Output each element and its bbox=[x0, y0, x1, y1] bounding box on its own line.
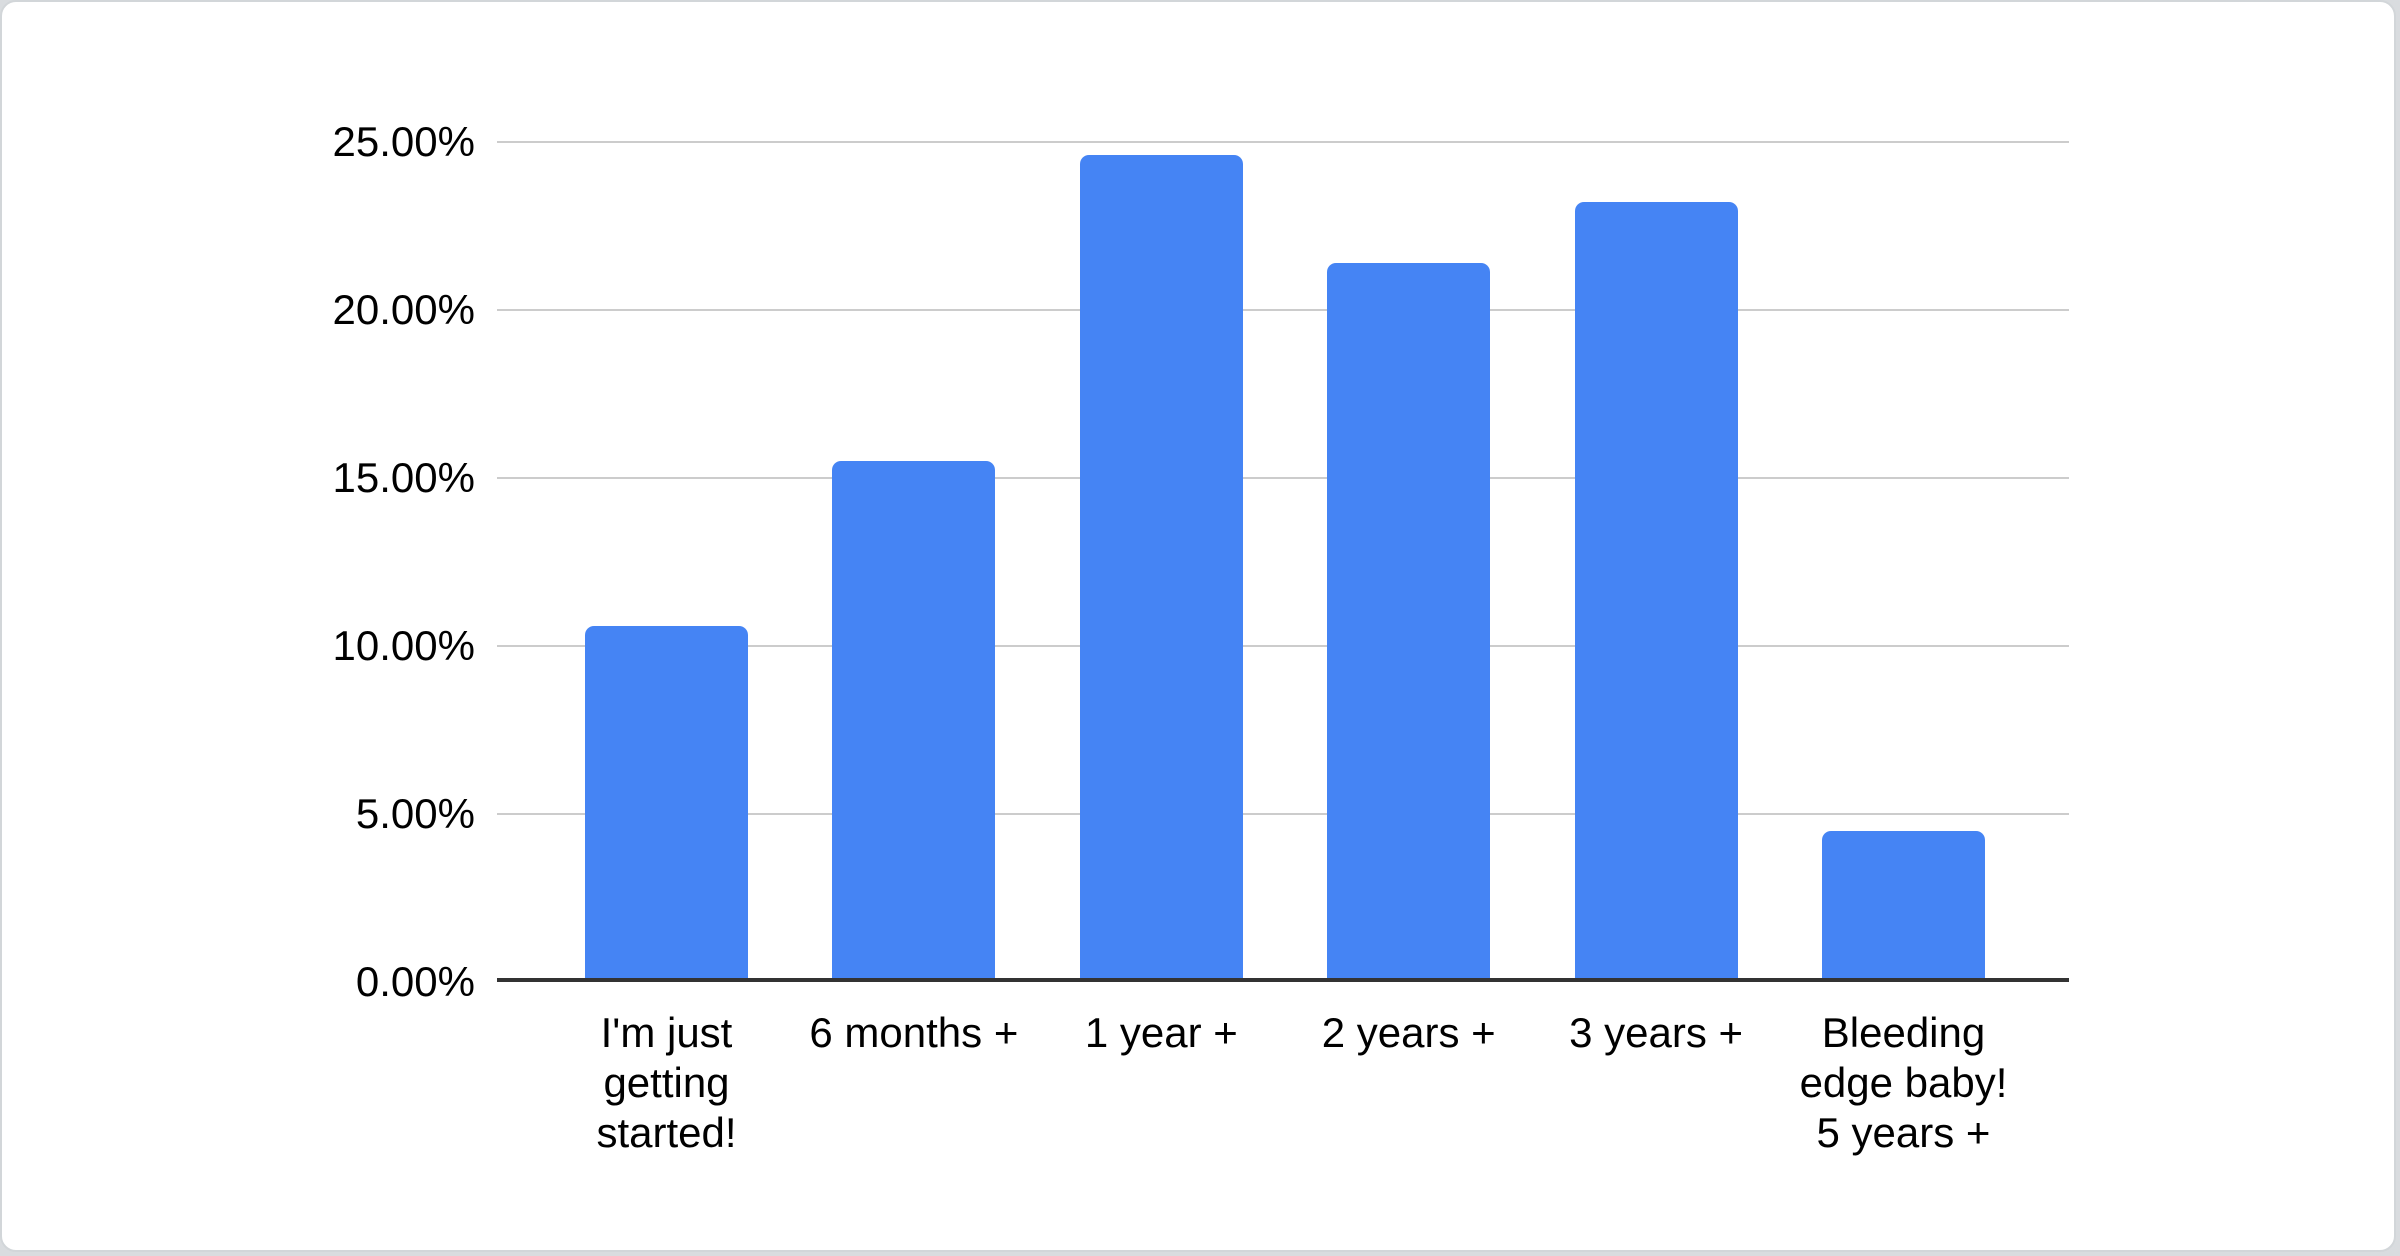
x-tick-label: 1 year + bbox=[1084, 1009, 1238, 1056]
x-tick-label: 3 years + bbox=[1569, 1009, 1744, 1056]
x-tick-label: 2 years + bbox=[1321, 1009, 1496, 1056]
bar-2 bbox=[832, 461, 996, 982]
gridline bbox=[497, 309, 2069, 311]
gridline bbox=[497, 645, 2069, 647]
y-tick-label: 5.00% bbox=[355, 790, 475, 837]
bar-5 bbox=[1574, 202, 1738, 982]
x-axis-labels: I'm just getting started! 6 months + 1 yea… bbox=[497, 1008, 2069, 1228]
bar-3 bbox=[1079, 155, 1243, 982]
plot-area bbox=[497, 2, 2069, 982]
y-tick-label: 25.00% bbox=[332, 118, 475, 165]
y-tick-label: 10.00% bbox=[332, 622, 475, 669]
y-tick-label: 0.00% bbox=[355, 958, 475, 1005]
x-tick-label: I'm just getting started! bbox=[596, 1009, 737, 1156]
y-tick-label: 15.00% bbox=[332, 454, 475, 501]
bar-1 bbox=[585, 625, 748, 982]
gridline bbox=[497, 477, 2069, 479]
x-tick-label: 6 months + bbox=[809, 1009, 1019, 1056]
gridline bbox=[497, 813, 2069, 815]
bar-4 bbox=[1327, 262, 1491, 982]
y-tick-label: 20.00% bbox=[332, 286, 475, 333]
bar-6 bbox=[1822, 830, 1985, 982]
x-axis-baseline bbox=[497, 978, 2069, 982]
gridline bbox=[497, 141, 2069, 143]
y-axis: 0.00% 5.00% 10.00% 15.00% 20.00% 25.00% bbox=[2, 2, 475, 1003]
x-tick-label: Bleeding edge baby! 5 years + bbox=[1799, 1009, 2008, 1156]
